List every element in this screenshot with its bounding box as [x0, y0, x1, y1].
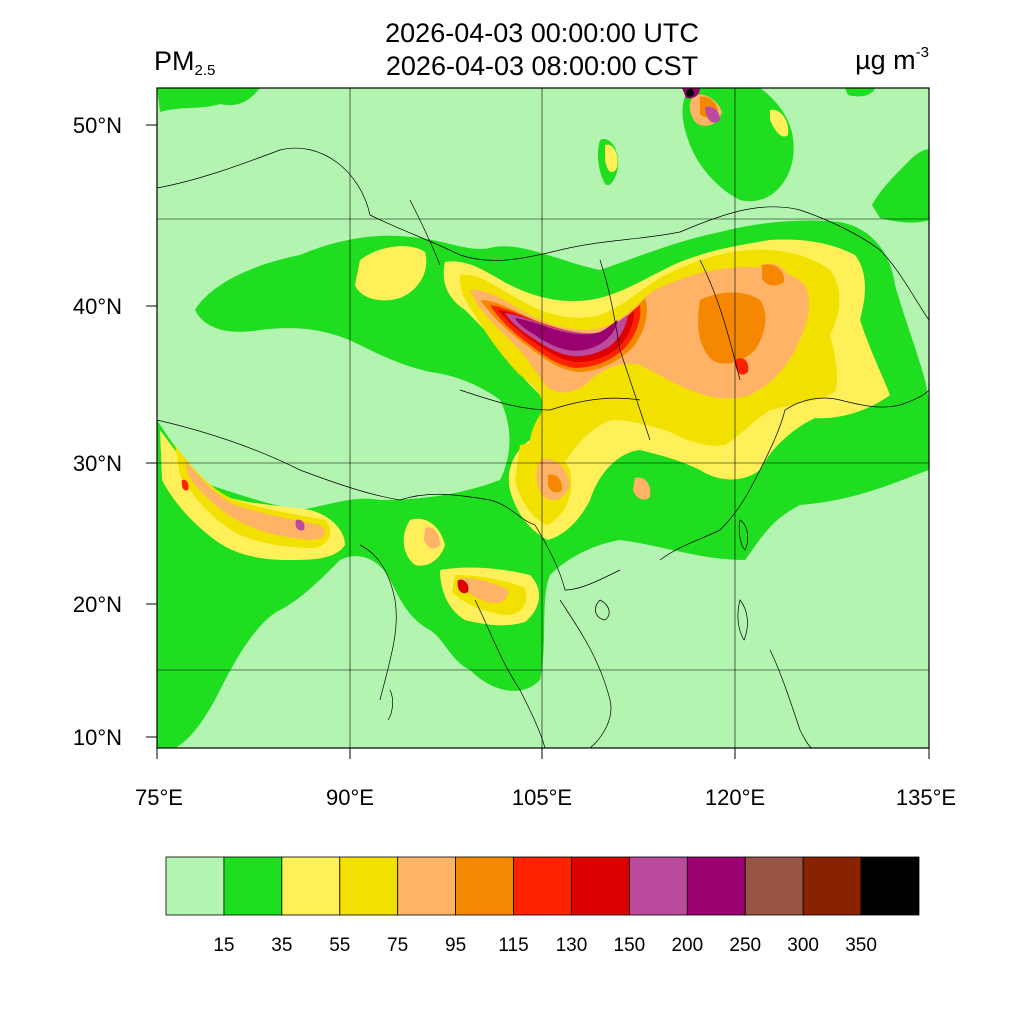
title-cst-time: 2026-04-03 08:00:00 CST [385, 51, 699, 81]
colorbar-swatch-12 [860, 856, 920, 916]
units-exponent: -3 [915, 44, 929, 61]
colorbar-swatch-1 [223, 856, 283, 916]
colorbar-label-75: 75 [387, 935, 408, 956]
lon-labels: 75°E 90°E 105°E 120°E 135°E [135, 785, 956, 810]
lat-label-10n: 10°N [73, 725, 122, 750]
colorbar-label-150: 150 [614, 935, 646, 956]
colorbar-swatch-0 [165, 856, 225, 916]
colorbar-label-200: 200 [671, 935, 703, 956]
colorbar: 15 35 55 75 95 115 130 150 200 250 300 350 [165, 856, 920, 956]
units-label: µg m-3 [855, 44, 929, 76]
lon-label-120e: 120°E [705, 785, 765, 810]
colorbar-swatch-4 [397, 856, 457, 916]
colorbar-swatch-11 [802, 856, 862, 916]
colorbar-label-115: 115 [498, 935, 528, 956]
colorbar-label-350: 350 [845, 935, 877, 956]
lat-label-30n: 30°N [73, 451, 122, 476]
colorbar-label-35: 35 [271, 935, 292, 956]
lat-ticks [146, 124, 157, 738]
colorbar-swatch-9 [686, 856, 746, 916]
lon-label-105e: 105°E [512, 785, 572, 810]
colorbar-label-250: 250 [729, 935, 761, 956]
lon-ticks [156, 748, 930, 759]
lat-label-40n: 40°N [73, 294, 122, 319]
colorbar-label-15: 15 [213, 935, 234, 956]
colorbar-label-300: 300 [787, 935, 819, 956]
lon-label-90e: 90°E [326, 785, 374, 810]
lat-labels: 50°N 40°N 30°N 20°N 10°N [73, 113, 122, 750]
map-frame [156, 87, 930, 749]
lon-label-135e: 135°E [896, 785, 956, 810]
title-utc-time: 2026-04-03 00:00:00 UTC [385, 18, 699, 48]
colorbar-swatch-8 [628, 856, 688, 916]
colorbar-swatch-3 [339, 856, 399, 916]
colorbar-swatch-10 [744, 856, 804, 916]
lon-label-75e: 75°E [135, 785, 183, 810]
colorbar-swatch-6 [513, 856, 572, 916]
country-boundaries [157, 147, 929, 748]
field-hotspot-north [682, 88, 700, 99]
variable-name: PM [154, 46, 195, 76]
colorbar-swatch-7 [571, 856, 630, 916]
units-text: µg m [855, 45, 916, 75]
variable-subscript: 2.5 [194, 62, 216, 79]
lat-label-20n: 20°N [73, 592, 122, 617]
pm25-field [157, 88, 929, 748]
colorbar-label-95: 95 [445, 935, 466, 956]
colorbar-label-55: 55 [329, 935, 350, 956]
lat-label-50n: 50°N [73, 113, 122, 138]
colorbar-label-130: 130 [556, 935, 588, 956]
colorbar-swatch-5 [455, 856, 514, 916]
variable-label: PM2.5 [154, 46, 215, 79]
field-level-200-250 [515, 318, 618, 351]
colorbar-swatch-2 [281, 856, 341, 916]
